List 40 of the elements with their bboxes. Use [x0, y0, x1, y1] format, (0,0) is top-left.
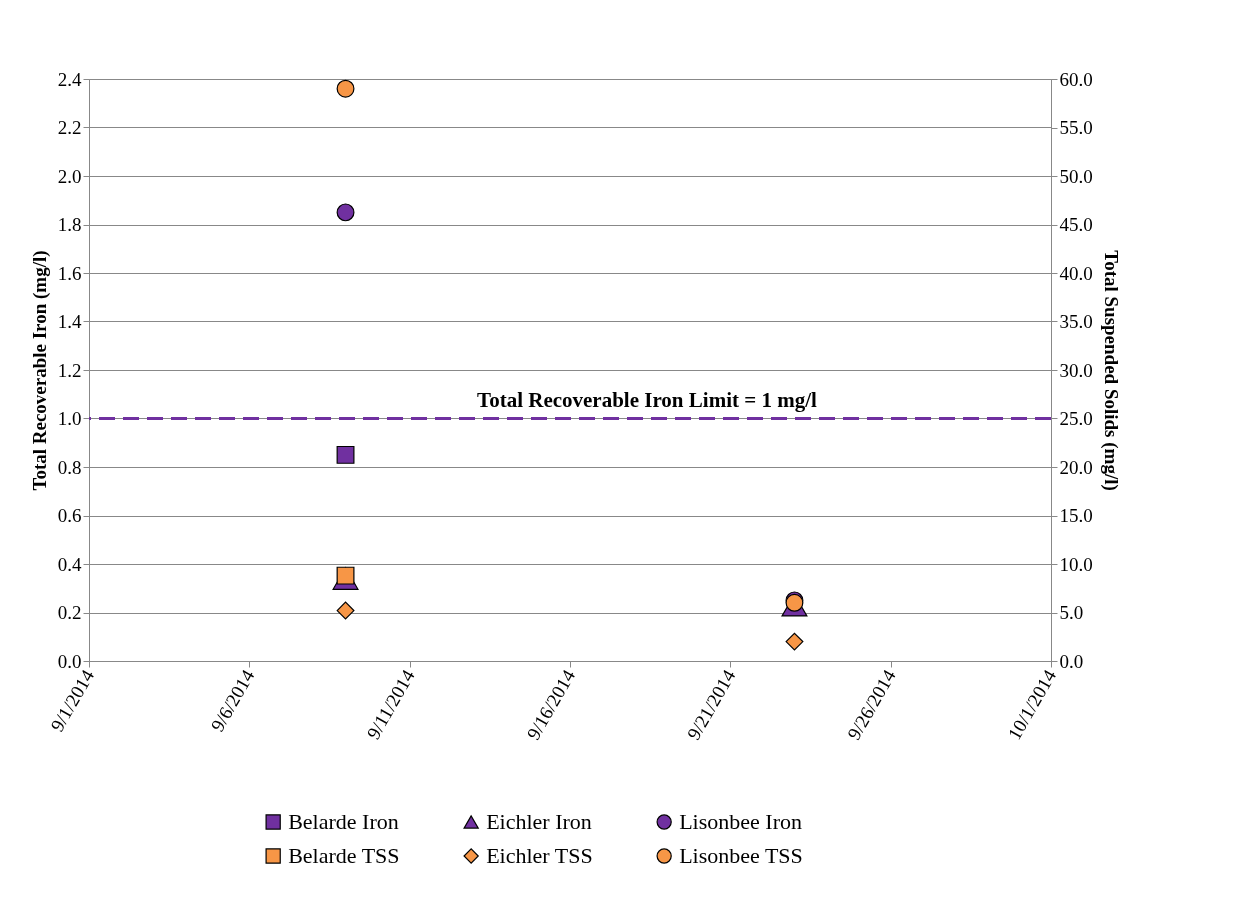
y-tick-label: 1.8: [57, 214, 82, 235]
y-tick-label: 1.2: [57, 359, 82, 381]
y-tick-label: 1.0: [57, 408, 82, 429]
legend-label: Eichler Iron: [486, 809, 592, 834]
y2-tick-label: 10.0: [1059, 553, 1093, 575]
y-axis-title: Total Recoverable Iron (mg/l): [28, 250, 51, 491]
point: [336, 601, 355, 620]
point: [336, 203, 355, 222]
y2-axis-title: Total Suspended Solids (mg/l): [1099, 250, 1122, 491]
y2-tick-label: 25.0: [1059, 408, 1093, 429]
y2-tick-label: 5.0: [1059, 602, 1084, 623]
y2-tick-label: 45.0: [1059, 214, 1093, 235]
y-tick-label: 2.2: [57, 117, 82, 138]
y2-tick-label: 50.0: [1059, 165, 1093, 187]
y-tick-label: 0.8: [57, 456, 82, 478]
y2-tick-label: 60.0: [1059, 68, 1093, 90]
point: [336, 445, 355, 464]
y-tick-label: 1.6: [57, 262, 82, 284]
y-tick-label: 0.0: [57, 650, 82, 672]
point: [785, 632, 804, 651]
y-tick-label: 0.4: [57, 553, 82, 575]
y2-tick-label: 55.0: [1059, 117, 1093, 138]
legend-label: Belarde Iron: [288, 809, 399, 834]
y-tick-label: 0.6: [57, 505, 82, 526]
point: [336, 79, 355, 98]
y2-tick-label: 15.0: [1059, 505, 1093, 526]
y2-tick-label: 35.0: [1059, 311, 1093, 332]
y2-tick-label: 20.0: [1059, 456, 1093, 478]
y2-tick-label: 30.0: [1059, 359, 1093, 381]
y-tick-label: 1.4: [57, 311, 82, 332]
y-tick-label: 2.4: [57, 68, 82, 90]
y2-tick-label: 40.0: [1059, 262, 1093, 284]
legend-label: Lisonbee TSS: [679, 843, 803, 868]
legend-label: Belarde TSS: [288, 843, 400, 868]
legend-label: Eichler TSS: [486, 843, 593, 868]
y2-tick-label: 0.0: [1059, 650, 1084, 672]
y-tick-label: 0.2: [57, 602, 82, 623]
legend-label: Lisonbee Iron: [679, 809, 802, 834]
y-tick-label: 2.0: [57, 165, 82, 187]
ref-line-label: Total Recoverable Iron Limit = 1 mg/l: [477, 387, 818, 412]
